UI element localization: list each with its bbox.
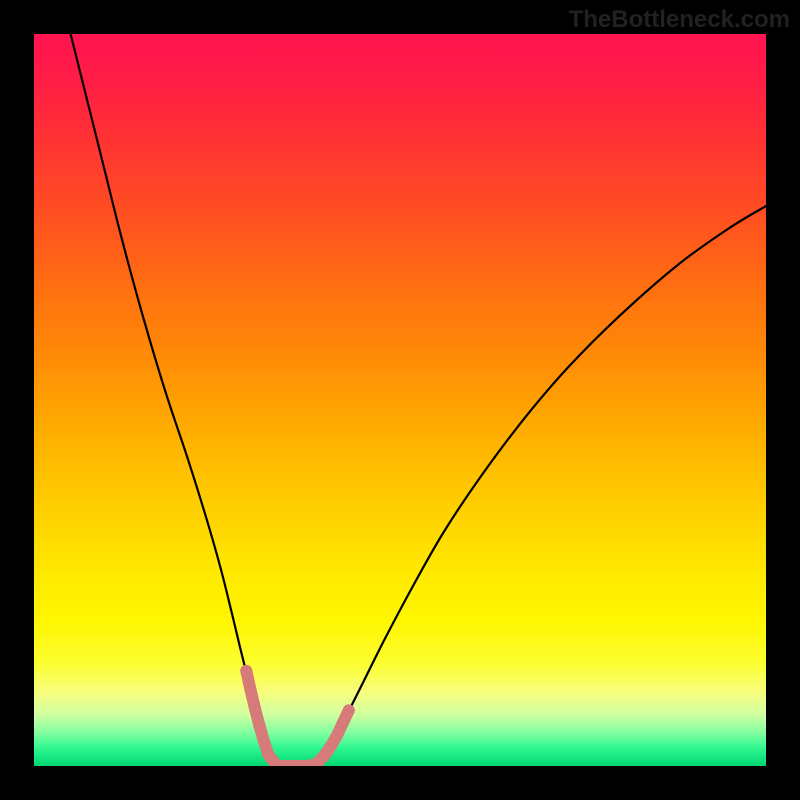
marker-dot xyxy=(249,703,261,715)
plot-area xyxy=(34,34,766,766)
marker-dot xyxy=(258,735,270,747)
chart-svg xyxy=(34,34,766,766)
marker-dot xyxy=(325,740,337,752)
marker-dot xyxy=(337,717,349,729)
marker-dot xyxy=(253,720,265,732)
marker-dot xyxy=(240,665,252,677)
curve-layer xyxy=(71,34,766,766)
marker-layer xyxy=(240,665,354,766)
marker-dot xyxy=(343,704,355,716)
curve-right xyxy=(312,206,766,766)
marker-dot xyxy=(245,685,257,697)
marker-dot xyxy=(331,729,343,741)
curve-left xyxy=(71,34,280,766)
watermark-text: TheBottleneck.com xyxy=(569,6,790,34)
